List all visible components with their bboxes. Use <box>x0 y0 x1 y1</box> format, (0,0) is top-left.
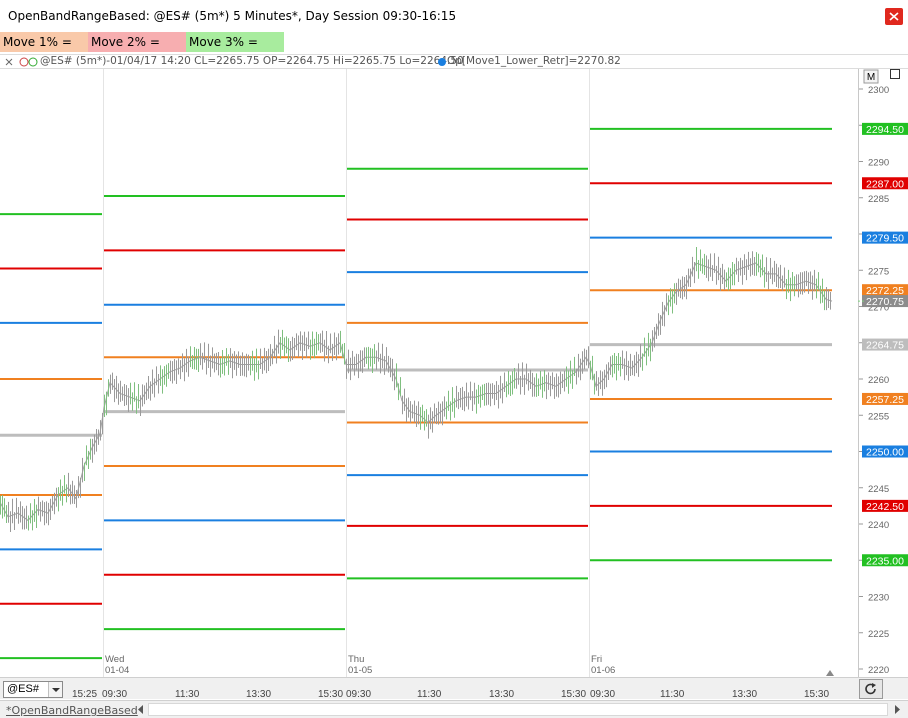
price-tick-label: 2225 <box>868 629 889 640</box>
price-axis[interactable]: 2300229522902285228022752270226522602255… <box>859 85 889 676</box>
price-label-box <box>862 499 908 512</box>
symbol-info-text: @ES# (5m*)-01/04/17 14:20 CL=2265.75 OP=… <box>40 55 464 67</box>
close-icon[interactable] <box>3 56 15 68</box>
price-label-text: 2257.25 <box>866 394 904 406</box>
chevron-down-icon <box>48 682 62 697</box>
tab-open-band-range[interactable]: *OpenBandRangeBased <box>6 704 138 717</box>
move-1-label: Move 1% = 50 <box>0 32 88 69</box>
refresh-icon <box>865 683 876 695</box>
price-tick-label: 2275 <box>868 266 889 277</box>
horizontal-scrollbar[interactable] <box>148 703 888 716</box>
time-axis-label: 11:30 <box>417 689 442 700</box>
price-tick-label: 2300 <box>868 85 889 96</box>
price-chart[interactable]: 2300229522902285228022752270226522602255… <box>0 69 908 677</box>
time-axis-label: 15:30 <box>804 689 830 700</box>
time-axis-label: 13:30 <box>489 689 515 700</box>
price-label-text: 2270.75 <box>866 296 904 308</box>
maximize-icon[interactable] <box>889 68 901 80</box>
time-axis-label: 09:30 <box>590 689 616 700</box>
price-series <box>0 246 833 532</box>
time-axis-label: 13:30 <box>246 689 272 700</box>
price-label-box <box>862 554 908 567</box>
close-button[interactable] <box>885 8 903 25</box>
price-label-text: 2264.75 <box>866 340 904 352</box>
time-axis-label: 11:30 <box>660 689 685 700</box>
indicator-dot-icon <box>438 58 446 66</box>
price-label-text: 2279.50 <box>866 233 904 245</box>
time-axis-label: 15:30 <box>561 689 587 700</box>
price-tick-label: 2240 <box>868 520 889 531</box>
move-2-label: Move 2% = 150 <box>88 32 186 69</box>
day-date-label: 01-05 <box>348 665 372 676</box>
title-bar: OpenBandRangeBased: @ES# (5m*) 5 Minutes… <box>0 0 908 32</box>
price-label-text: 2294.50 <box>866 124 904 136</box>
band-lines <box>0 127 832 660</box>
price-label-box <box>862 231 908 244</box>
info-bar: @ES# (5m*)-01/04/17 14:20 CL=2265.75 OP=… <box>0 54 908 69</box>
price-tick-label: 2270 <box>868 303 889 314</box>
symbol-select-value: @ES# <box>7 683 39 695</box>
price-label-box <box>862 177 908 190</box>
time-axis-bar: @ES# 15:25 09:30 11:30 13:30 15:30 09:30 11:30… <box>0 677 908 700</box>
visibility-icon[interactable] <box>19 56 39 68</box>
price-label-box <box>862 392 908 405</box>
m-button[interactable] <box>863 69 879 84</box>
time-axis-label: 15:25 <box>72 689 98 700</box>
day-name-label: Fri <box>591 654 602 665</box>
price-tick-label: 2245 <box>868 484 889 495</box>
price-label-text: 2235.00 <box>866 555 904 567</box>
plot-area <box>0 69 858 677</box>
day-date-label: 01-04 <box>105 665 129 676</box>
time-axis-label: 09:30 <box>346 689 372 700</box>
window-title: OpenBandRangeBased: @ES# (5m*) 5 Minutes… <box>8 9 457 23</box>
time-axis-label: 15:30 <box>318 689 344 700</box>
price-tick-label: 2255 <box>868 411 889 422</box>
day-date-label: 01-06 <box>591 665 615 676</box>
price-label-box <box>862 295 908 308</box>
price-label-box <box>862 338 908 351</box>
price-label-box <box>862 445 908 458</box>
day-name-label: Wed <box>105 654 124 665</box>
price-label-text: 2242.50 <box>866 501 904 513</box>
move-3-label: Move 3% = 200 <box>186 32 284 69</box>
price-label-text: 2287.00 <box>866 178 904 190</box>
time-axis-label: 13:30 <box>732 689 758 700</box>
time-axis-label: 11:30 <box>175 689 200 700</box>
close-icon <box>889 12 899 21</box>
price-label-box <box>862 284 908 297</box>
scroll-right-icon[interactable] <box>892 704 902 715</box>
price-tick-label: 2220 <box>868 665 889 676</box>
price-tick-label: 2290 <box>868 158 889 169</box>
price-label-text: 2250.00 <box>866 447 904 459</box>
price-label-box <box>862 122 908 135</box>
price-tick-label: 2285 <box>868 194 889 205</box>
day-name-label: Thu <box>348 654 364 665</box>
price-label-text: 2272.25 <box>866 285 904 297</box>
indicator-info-text: Op[Move1_Lower_Retr]=2270.82 <box>447 55 621 67</box>
price-tick-label: 2260 <box>868 375 889 386</box>
move-bar: Move 1% = 50 Move 2% = 150 Move 3% = 200 <box>0 32 908 79</box>
symbol-select[interactable]: @ES# <box>3 681 63 698</box>
time-axis-label: 09:30 <box>102 689 128 700</box>
tab-bar: *OpenBandRangeBased <box>0 700 908 718</box>
scroll-left-icon[interactable] <box>136 704 146 715</box>
scroll-arrow-icon[interactable] <box>826 670 834 676</box>
price-tick-label: 2230 <box>868 593 889 604</box>
m-button-label: M <box>867 72 875 83</box>
refresh-button[interactable] <box>859 679 883 699</box>
